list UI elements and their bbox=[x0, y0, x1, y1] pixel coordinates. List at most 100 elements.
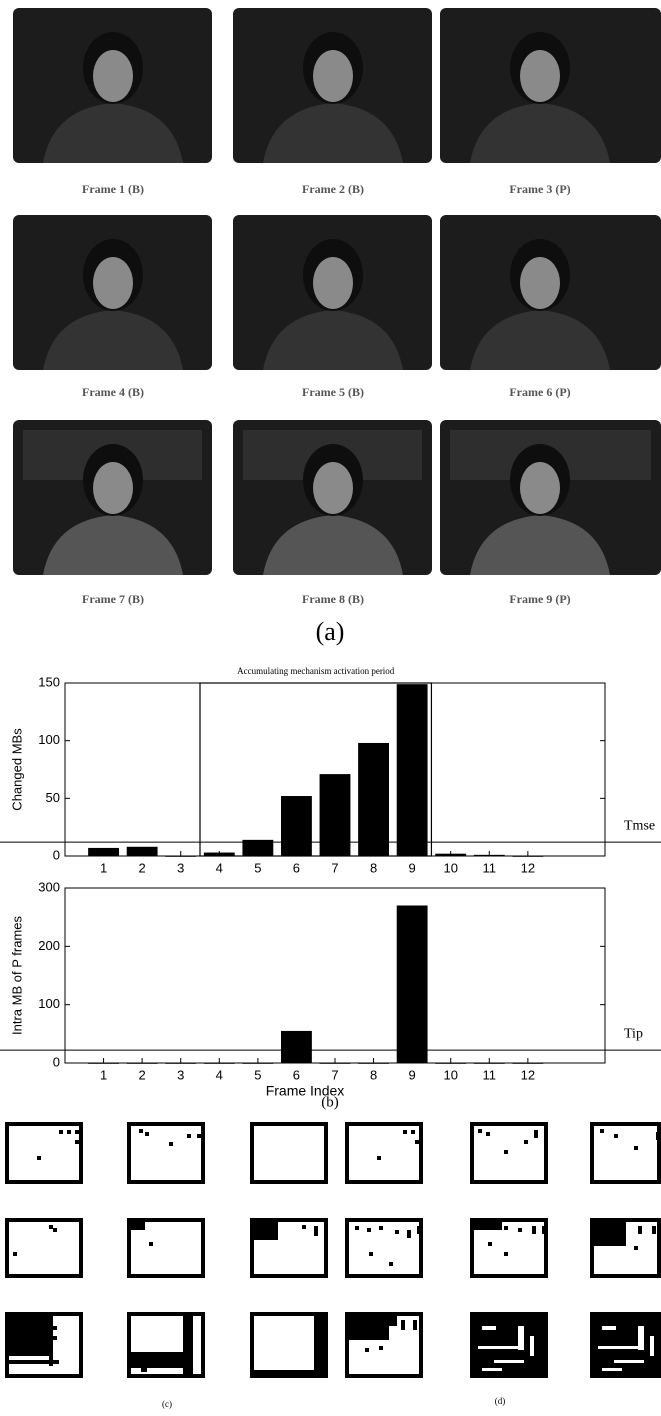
changed-block bbox=[9, 1360, 59, 1364]
body-shape bbox=[263, 103, 403, 163]
bar bbox=[358, 742, 389, 856]
x-tick-label: 9 bbox=[409, 1067, 416, 1082]
changed-block bbox=[379, 1226, 383, 1230]
changed-block bbox=[187, 1134, 191, 1138]
unchanged-block bbox=[482, 1368, 502, 1371]
changed-block bbox=[486, 1132, 490, 1136]
bar bbox=[319, 774, 351, 856]
y-tick-label: 100 bbox=[38, 732, 60, 747]
binary-map bbox=[250, 1122, 328, 1184]
x-tick-label: 4 bbox=[216, 1067, 223, 1082]
changed-block bbox=[417, 1226, 419, 1234]
changed-block bbox=[365, 1348, 369, 1352]
changed-block bbox=[139, 1129, 143, 1133]
changed-block bbox=[594, 1316, 657, 1374]
changed-block bbox=[49, 1225, 53, 1229]
changed-block bbox=[474, 1222, 502, 1230]
caption: (d) bbox=[495, 1396, 506, 1406]
binary-map bbox=[470, 1312, 548, 1378]
changed-block bbox=[598, 1230, 616, 1234]
x-tick-label: 8 bbox=[370, 860, 377, 875]
bar bbox=[281, 796, 312, 856]
bar bbox=[126, 846, 158, 856]
changed-block bbox=[53, 1336, 57, 1340]
x-tick-label: 10 bbox=[443, 1067, 457, 1082]
bar bbox=[396, 905, 428, 1063]
changed-block bbox=[504, 1252, 508, 1256]
bar bbox=[281, 1030, 312, 1063]
changed-block bbox=[169, 1142, 173, 1146]
x-tick-label: 8 bbox=[370, 1067, 377, 1082]
y-axis-label: Intra MB of P frames bbox=[9, 916, 24, 1035]
changed-block bbox=[59, 1130, 63, 1134]
threshold-label: Tip bbox=[624, 1026, 643, 1041]
map-frame bbox=[250, 1312, 328, 1378]
changed-block bbox=[349, 1316, 389, 1340]
x-tick-label: 12 bbox=[521, 1067, 535, 1082]
binary-map bbox=[250, 1312, 328, 1378]
bar bbox=[473, 854, 505, 856]
changed-block bbox=[49, 1316, 53, 1366]
x-tick-label: 7 bbox=[331, 860, 338, 875]
x-tick-label: 2 bbox=[139, 1067, 146, 1082]
changed-block bbox=[302, 1225, 306, 1229]
changed-block bbox=[634, 1146, 638, 1150]
changed-block bbox=[355, 1226, 359, 1230]
map-frame bbox=[345, 1218, 423, 1278]
x-axis-label: Frame Index bbox=[266, 1083, 345, 1099]
bar bbox=[88, 1063, 119, 1064]
binary-map bbox=[590, 1122, 661, 1184]
bar bbox=[512, 1063, 544, 1064]
face bbox=[313, 257, 353, 309]
face bbox=[313, 462, 353, 514]
changed-block bbox=[415, 1140, 419, 1144]
changed-block bbox=[504, 1226, 508, 1230]
frame-caption: Frame 8 (B) bbox=[302, 592, 364, 606]
body-shape bbox=[263, 515, 403, 575]
x-tick-label: 3 bbox=[177, 860, 184, 875]
binary-map bbox=[470, 1122, 548, 1184]
body-shape bbox=[263, 310, 403, 370]
body-shape bbox=[470, 103, 610, 163]
changed-block bbox=[260, 1222, 274, 1230]
x-tick-label: 11 bbox=[483, 1067, 497, 1082]
changed-block bbox=[504, 1150, 508, 1154]
binary-map bbox=[590, 1312, 661, 1378]
changed-block bbox=[377, 1156, 381, 1160]
changed-block bbox=[37, 1156, 41, 1160]
map-frame bbox=[345, 1122, 423, 1184]
video-frame bbox=[233, 215, 432, 370]
changed-block bbox=[314, 1316, 324, 1374]
map-frame bbox=[250, 1122, 328, 1184]
map-frame bbox=[127, 1122, 205, 1184]
binary-map bbox=[5, 1218, 83, 1278]
video-frame bbox=[233, 8, 432, 163]
changed-block bbox=[141, 1368, 147, 1372]
binary-map bbox=[127, 1218, 205, 1278]
map-frame bbox=[470, 1122, 548, 1184]
bar bbox=[242, 839, 274, 856]
x-tick-label: 6 bbox=[293, 1067, 300, 1082]
x-tick-label: 9 bbox=[409, 860, 416, 875]
x-tick-label: 12 bbox=[521, 860, 535, 875]
changed-block bbox=[634, 1246, 638, 1250]
changed-block bbox=[367, 1228, 371, 1232]
frame-caption: Frame 9 (P) bbox=[509, 592, 570, 606]
map-frame bbox=[590, 1122, 661, 1184]
bar bbox=[396, 684, 428, 856]
bar bbox=[473, 1063, 505, 1064]
body-shape bbox=[43, 310, 183, 370]
body-shape bbox=[43, 103, 183, 163]
changed-block bbox=[13, 1252, 17, 1256]
x-tick-label: 11 bbox=[483, 860, 497, 875]
frame-caption: Frame 7 (B) bbox=[82, 592, 144, 606]
x-tick-label: 1 bbox=[100, 1067, 107, 1082]
x-tick-label: 5 bbox=[254, 1067, 261, 1082]
changed-block bbox=[197, 1134, 201, 1138]
unchanged-block bbox=[494, 1360, 524, 1363]
changed-block bbox=[638, 1226, 642, 1234]
changed-block bbox=[600, 1129, 604, 1133]
changed-block bbox=[411, 1130, 415, 1134]
unchanged-block bbox=[478, 1346, 518, 1349]
